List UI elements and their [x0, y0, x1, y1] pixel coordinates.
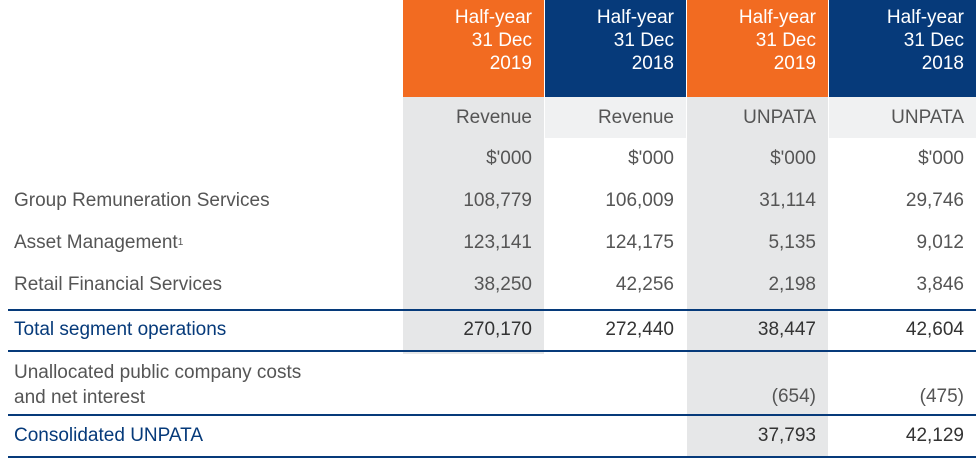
col1-shade	[403, 97, 544, 354]
col2-header-line3: 2018	[631, 53, 674, 74]
unallocated-label-line1: Unallocated public company costs	[14, 362, 302, 383]
total-col2: 272,440	[605, 319, 674, 340]
col3-header-line1: Half-year	[738, 7, 816, 28]
row3-col2: 42,256	[615, 274, 674, 295]
unallocated-col3: (654)	[771, 386, 816, 407]
unallocated-label-line2: and net interest	[14, 387, 145, 408]
row3-col3: 2,198	[768, 274, 816, 295]
col3-header-line2: 31 Dec	[755, 30, 816, 51]
unallocated-label: Unallocated public company costs and net…	[14, 360, 394, 410]
col4-shade	[829, 97, 976, 138]
row3-col1: 38,250	[473, 274, 532, 295]
col4-header-line2: 31 Dec	[903, 30, 964, 51]
row1-col3: 31,114	[759, 190, 816, 211]
total-col3: 38,447	[757, 319, 816, 340]
row3-label: Retail Financial Services	[14, 274, 223, 295]
unallocated-col4: (475)	[919, 386, 964, 407]
col2-header: Half-year 31 Dec 2018	[545, 0, 686, 97]
col4-header-line3: 2018	[921, 53, 964, 74]
col2-header-line2: 31 Dec	[613, 30, 674, 51]
total-col1: 270,170	[463, 319, 532, 340]
col3-header-line3: 2019	[773, 53, 816, 74]
total-top-rule	[8, 309, 976, 311]
col1-unit: $'000	[486, 148, 532, 169]
col1-header-line3: 2019	[489, 53, 532, 74]
row1-label: Group Remuneration Services	[14, 190, 270, 211]
consolidated-top-rule	[8, 414, 976, 416]
row2-col2: 124,175	[605, 232, 674, 253]
consolidated-col3: 37,793	[757, 425, 816, 446]
row2-col4: 9,012	[916, 232, 964, 253]
row1-col2: 106,009	[605, 190, 674, 211]
row2-col1: 123,141	[463, 232, 532, 253]
consolidated-col4: 42,129	[905, 425, 964, 446]
row1-col1: 108,779	[463, 190, 532, 211]
row3-col4: 3,846	[916, 274, 964, 295]
row1-col4: 29,746	[905, 190, 964, 211]
col1-header: Half-year 31 Dec 2019	[403, 0, 544, 97]
row2-col3: 5,135	[768, 232, 816, 253]
col2-measure: Revenue	[597, 106, 674, 128]
col4-unit: $'000	[918, 148, 964, 169]
row2-label: Asset Management 1	[14, 232, 184, 253]
col3-header: Half-year 31 Dec 2019	[687, 0, 828, 97]
row2-label-text: Asset Management	[14, 232, 178, 253]
col4-header-line1: Half-year	[886, 7, 964, 28]
col1-measure: Revenue	[455, 106, 532, 128]
consolidated-bottom-rule	[8, 456, 976, 458]
total-bottom-rule	[8, 350, 976, 352]
col2-shade	[545, 97, 686, 138]
consolidated-label: Consolidated UNPATA	[14, 425, 204, 446]
col1-header-line1: Half-year	[454, 7, 532, 28]
col1-header-line2: 31 Dec	[471, 30, 532, 51]
col4-measure: UNPATA	[891, 106, 964, 128]
col4-header: Half-year 31 Dec 2018	[829, 0, 976, 97]
total-label: Total segment operations	[14, 319, 227, 340]
col2-header-line1: Half-year	[596, 7, 674, 28]
col3-measure: UNPATA	[743, 106, 816, 128]
col3-shade	[687, 97, 828, 456]
col3-unit: $'000	[770, 148, 816, 169]
col2-unit: $'000	[628, 148, 674, 169]
total-col4: 42,604	[905, 319, 964, 340]
